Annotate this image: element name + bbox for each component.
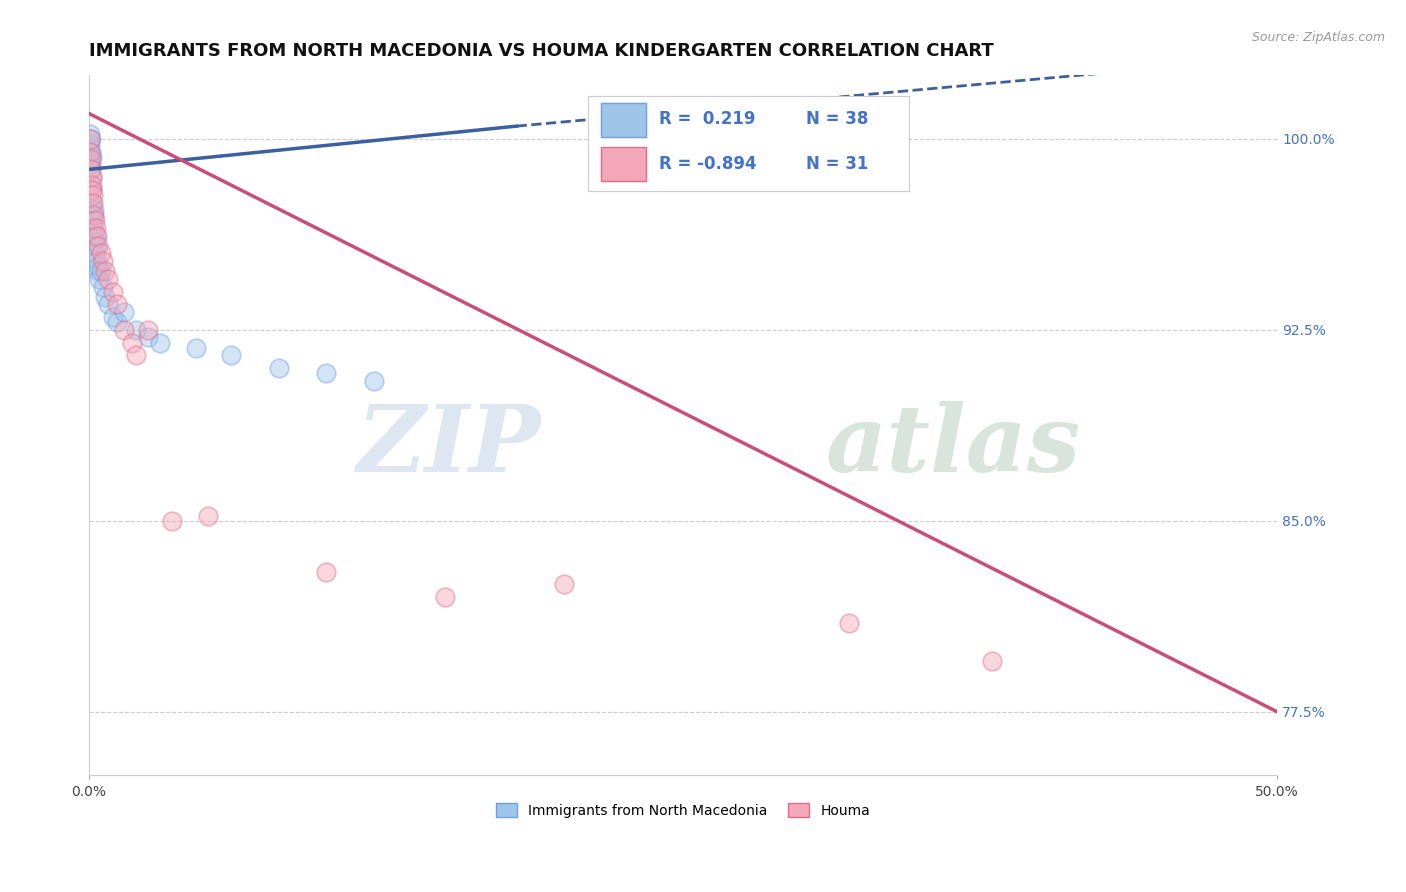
Point — [79, 136, 101, 151]
Point — [84, 221, 107, 235]
Point — [82, 183, 104, 197]
Point — [89, 272, 111, 286]
Point — [101, 285, 124, 299]
Point — [82, 221, 104, 235]
Point — [221, 348, 243, 362]
Point — [80, 157, 103, 171]
Point — [90, 264, 112, 278]
Point — [105, 297, 128, 311]
Point — [80, 162, 103, 177]
Point — [80, 183, 103, 197]
Point — [84, 239, 107, 253]
Point — [82, 187, 104, 202]
Point — [82, 208, 104, 222]
Point — [363, 374, 385, 388]
Point — [83, 213, 105, 227]
Point — [105, 315, 128, 329]
Point — [838, 615, 860, 630]
Point — [315, 366, 337, 380]
Text: Source: ZipAtlas.com: Source: ZipAtlas.com — [1251, 31, 1385, 45]
Text: IMMIGRANTS FROM NORTH MACEDONIA VS HOUMA KINDERGARTEN CORRELATION CHART: IMMIGRANTS FROM NORTH MACEDONIA VS HOUMA… — [89, 42, 994, 60]
Point — [94, 290, 117, 304]
Point — [87, 264, 110, 278]
Point — [97, 272, 120, 286]
Point — [86, 228, 108, 243]
Point — [80, 178, 103, 192]
Point — [97, 297, 120, 311]
Point — [80, 132, 103, 146]
Point — [112, 305, 135, 319]
Point — [553, 577, 575, 591]
Point — [184, 341, 207, 355]
Point — [80, 150, 103, 164]
Point — [79, 127, 101, 141]
Point — [91, 254, 114, 268]
Point — [434, 591, 457, 605]
Point — [80, 170, 103, 185]
Point — [86, 254, 108, 268]
Point — [82, 195, 104, 210]
Point — [87, 239, 110, 253]
Point — [83, 203, 105, 218]
Point — [160, 514, 183, 528]
Text: ZIP: ZIP — [356, 401, 540, 491]
Point — [86, 228, 108, 243]
Point — [90, 246, 112, 260]
Point — [112, 323, 135, 337]
Point — [121, 335, 143, 350]
Point — [79, 153, 101, 167]
Point — [101, 310, 124, 325]
Point — [315, 565, 337, 579]
Text: atlas: atlas — [825, 401, 1081, 491]
Point — [79, 153, 101, 167]
Point — [82, 195, 104, 210]
Point — [80, 162, 103, 177]
Point — [79, 145, 101, 159]
Point — [83, 234, 105, 248]
Point — [197, 508, 219, 523]
Point — [84, 246, 107, 260]
Point — [981, 654, 1004, 668]
Point — [87, 259, 110, 273]
Point — [82, 213, 104, 227]
Point — [79, 145, 101, 159]
Point — [79, 132, 101, 146]
Point — [125, 348, 148, 362]
Point — [149, 335, 172, 350]
Point — [94, 264, 117, 278]
Point — [80, 170, 103, 185]
Point — [125, 323, 148, 337]
Legend: Immigrants from North Macedonia, Houma: Immigrants from North Macedonia, Houma — [489, 796, 877, 824]
Point — [91, 279, 114, 293]
Point — [136, 330, 159, 344]
Point — [83, 208, 105, 222]
Point — [267, 361, 290, 376]
Point — [136, 323, 159, 337]
